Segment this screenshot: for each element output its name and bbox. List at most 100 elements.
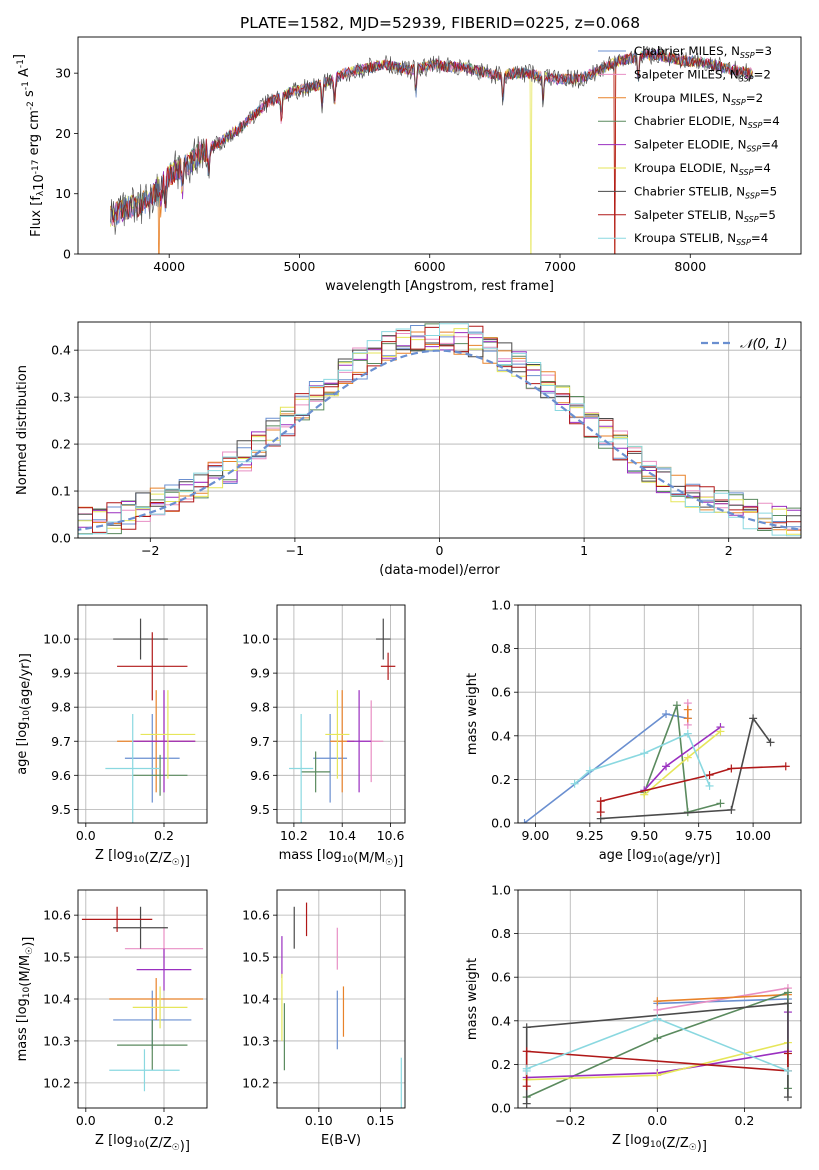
y-tick-label: 0.0	[491, 816, 511, 831]
x-tick-label: 4000	[153, 259, 185, 274]
weight-marker	[653, 1034, 662, 1043]
weight-marker	[570, 779, 579, 788]
y-tick-label: 9.7	[250, 734, 270, 749]
errorbar-point-salpeter_stelib	[117, 632, 188, 701]
weight-marker	[727, 805, 736, 814]
errorbar-point-chabrier_elodie	[117, 1019, 188, 1071]
x-tick-label: 0.0	[76, 1113, 96, 1128]
y-tick-label: 9.8	[250, 700, 270, 715]
x-axis-label: E(B-V)	[321, 1133, 361, 1148]
weight-marker	[596, 808, 605, 817]
weight-marker	[716, 799, 725, 808]
y-tick-label: 10.0	[242, 632, 270, 647]
legend-label: Kroupa ELODIE, NSSP=4	[634, 161, 771, 177]
y-axis-label: Normed distribution	[15, 365, 30, 495]
y-tick-label: 0.0	[491, 1101, 511, 1116]
y-tick-label: 9.5	[51, 802, 71, 817]
x-axis-label: wavelength [Angstrom, rest frame]	[325, 279, 554, 294]
y-tick-label: 9.6	[51, 768, 71, 783]
errorbar-point-kroupa_elodie	[140, 690, 196, 779]
errorbar-point-chabrier_miles	[124, 714, 180, 803]
weight-marker	[585, 766, 594, 775]
x-tick-label: −1	[286, 543, 304, 558]
errorbar-point-salpeter_stelib	[380, 652, 396, 680]
weight-marker	[783, 1093, 792, 1102]
y-tick-label: 10.3	[43, 1033, 71, 1048]
y-tick-label: 10.0	[43, 632, 71, 647]
y-tick-label: 0.2	[491, 1057, 511, 1072]
x-tick-label: 10.00	[735, 828, 771, 843]
panel-residuals: −2 −1 0 1 2 0.0 0.1 0.2 0.3 0.4 (data-model)/error…	[15, 321, 802, 578]
weight-line-kroupa_miles	[657, 993, 788, 1002]
y-tick-label: 9.9	[250, 666, 270, 681]
y-tick-label: 9.8	[51, 700, 71, 715]
legend-label: Salpeter STELIB, NSSP=5	[634, 208, 776, 224]
plot-area	[110, 46, 753, 254]
weight-marker	[662, 762, 671, 771]
plot-area	[81, 906, 204, 1092]
panel-mass_vs_ebv: 0.10 0.15 10.2 10.3 10.4 10.5 10.6 E(B-V)	[242, 889, 406, 1148]
y-tick-label: 0.6	[491, 970, 511, 985]
weight-marker	[705, 781, 714, 790]
legend-label: Salpeter ELODIE, NSSP=4	[634, 138, 779, 154]
x-tick-label: 10.2	[280, 828, 308, 843]
errorbar-point-chabrier_elodie	[301, 751, 331, 793]
errorbar-point-salpeter_stelib	[81, 906, 153, 932]
weight-marker	[522, 1099, 531, 1108]
weight-marker	[781, 762, 790, 771]
y-tick-label: 0.1	[51, 484, 71, 499]
x-tick-label: 0.2	[734, 1113, 754, 1128]
x-axis-label: Z [log10(Z/Z☉)]	[95, 848, 190, 869]
y-tick-label: 1.0	[491, 883, 511, 898]
weight-line-kroupa_stelib	[574, 732, 711, 787]
errorbar-point-kroupa_stelib	[289, 714, 314, 823]
weight-marker	[662, 710, 671, 718]
axes-frame	[77, 321, 802, 539]
legend-label: Chabrier ELODIE, NSSP=4	[634, 114, 780, 130]
axes-frame	[77, 889, 208, 1109]
spectrum-legend: Chabrier MILES, NSSP=3 Salpeter MILES, NS…	[598, 44, 780, 247]
weight-marker	[683, 753, 692, 762]
weight-line-salpeter_miles	[657, 987, 789, 1011]
plot-area	[289, 618, 396, 823]
y-tick-label: 10.2	[242, 1075, 270, 1090]
y-axis-label: mass [log10(M/M☉)]	[15, 937, 36, 1062]
y-tick-label: 0.2	[51, 437, 71, 452]
figure-title: PLATE=1582, MJD=52939, FIBERID=0225, z=0…	[240, 14, 640, 32]
axes-frame	[517, 889, 802, 1109]
y-tick-label: 0.0	[51, 531, 71, 546]
panel-age_vs_Z: 0.0 0.2 9.5 9.6 9.7 9.8 9.9 10.0 Z [log10(Z/Z☉)]…	[15, 604, 208, 869]
weight-marker	[783, 1049, 792, 1058]
histogram-kroupa_stelib	[78, 323, 801, 537]
weight-marker	[672, 701, 681, 710]
weight-marker	[520, 819, 529, 823]
panel-weight_vs_Z: −0.2 0.0 0.2 0.0 0.2 0.4 0.6 0.8 1.0 Z [log10(Z/Z…	[465, 883, 802, 1154]
errorbar-point-kroupa_stelib	[109, 1049, 180, 1092]
y-tick-label: 9.7	[51, 734, 71, 749]
y-tick-label: 10.6	[242, 908, 270, 923]
x-tick-label: −0.2	[555, 1113, 585, 1128]
x-tick-label: 6000	[414, 259, 446, 274]
errorbar-point-chabrier_stelib	[113, 618, 168, 660]
errorbar-point-chabrier_stelib	[113, 906, 168, 949]
x-tick-label: 0.2	[154, 1113, 174, 1128]
y-tick-label: 9.5	[250, 802, 270, 817]
x-tick-label: 0.0	[647, 1113, 667, 1128]
x-tick-label: 8000	[674, 259, 706, 274]
y-tick-label: 0.4	[491, 728, 511, 743]
weight-line-salpeter_stelib	[599, 765, 786, 813]
panel-spectrum: 4000 5000 6000 7000 8000 0 10 20 30 wavelength [A…	[12, 36, 802, 294]
y-tick-label: 10.5	[43, 950, 71, 965]
x-tick-label: 9.75	[685, 828, 713, 843]
y-tick-label: 0.8	[491, 926, 511, 941]
legend-label: Kroupa MILES, NSSP=2	[634, 91, 763, 107]
plot-area	[520, 699, 790, 823]
legend-label-normal: 𝒩(0, 1)	[740, 337, 787, 352]
x-tick-label: 10.4	[328, 828, 356, 843]
weight-marker	[653, 997, 662, 1006]
y-tick-label: 0.8	[491, 641, 511, 656]
axes-frame	[77, 604, 208, 824]
weight-marker	[683, 705, 692, 714]
legend-label: Chabrier MILES, NSSP=3	[634, 44, 772, 60]
histogram-salpeter_stelib	[78, 325, 801, 535]
